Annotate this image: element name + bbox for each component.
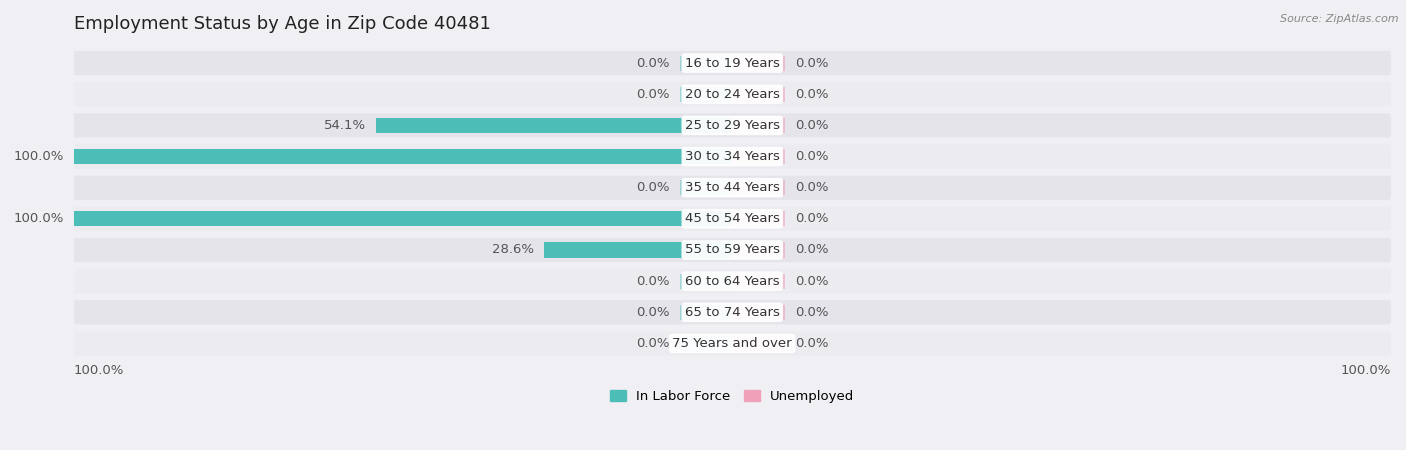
Text: 0.0%: 0.0% [794,337,828,350]
Text: 0.0%: 0.0% [636,57,669,70]
Text: 60 to 64 Years: 60 to 64 Years [685,274,779,288]
FancyBboxPatch shape [73,144,1391,169]
FancyBboxPatch shape [73,82,1391,106]
Text: 0.0%: 0.0% [794,274,828,288]
FancyBboxPatch shape [73,176,1391,200]
FancyBboxPatch shape [73,113,1391,138]
Text: 100.0%: 100.0% [13,150,63,163]
Text: 0.0%: 0.0% [794,150,828,163]
Text: 100.0%: 100.0% [73,364,124,377]
Bar [679,180,733,195]
Bar [733,274,785,288]
Bar [375,118,733,133]
Text: 35 to 44 Years: 35 to 44 Years [685,181,780,194]
Text: 65 to 74 Years: 65 to 74 Years [685,306,780,319]
Bar [733,305,785,320]
FancyBboxPatch shape [73,238,1391,262]
Text: 0.0%: 0.0% [794,181,828,194]
Text: 28.6%: 28.6% [492,243,534,256]
Text: 16 to 19 Years: 16 to 19 Years [685,57,780,70]
Text: 0.0%: 0.0% [794,212,828,225]
Text: 0.0%: 0.0% [636,274,669,288]
FancyBboxPatch shape [73,51,1391,75]
Bar [733,336,785,351]
Bar [733,243,785,257]
Bar [733,180,785,195]
Text: 30 to 34 Years: 30 to 34 Years [685,150,780,163]
Text: Source: ZipAtlas.com: Source: ZipAtlas.com [1281,14,1399,23]
Bar [733,149,785,164]
Text: 55 to 59 Years: 55 to 59 Years [685,243,780,256]
FancyBboxPatch shape [73,207,1391,231]
Text: 0.0%: 0.0% [794,243,828,256]
FancyBboxPatch shape [73,269,1391,293]
Bar [733,212,785,226]
Text: 0.0%: 0.0% [636,337,669,350]
Bar [733,87,785,102]
FancyBboxPatch shape [73,331,1391,356]
Text: 54.1%: 54.1% [323,119,366,132]
Text: 20 to 24 Years: 20 to 24 Years [685,88,780,101]
Bar [679,336,733,351]
Text: 0.0%: 0.0% [636,306,669,319]
Text: 0.0%: 0.0% [794,57,828,70]
Text: 45 to 54 Years: 45 to 54 Years [685,212,780,225]
Text: 0.0%: 0.0% [636,88,669,101]
Text: Employment Status by Age in Zip Code 40481: Employment Status by Age in Zip Code 404… [73,15,491,33]
Bar [679,87,733,102]
Text: 0.0%: 0.0% [794,306,828,319]
FancyBboxPatch shape [73,300,1391,324]
Legend: In Labor Force, Unemployed: In Labor Force, Unemployed [605,385,860,409]
Bar [679,305,733,320]
Bar [73,212,733,226]
Text: 0.0%: 0.0% [794,88,828,101]
Text: 100.0%: 100.0% [1341,364,1391,377]
Bar [679,274,733,288]
Text: 100.0%: 100.0% [13,212,63,225]
Bar [73,149,733,164]
Text: 75 Years and over: 75 Years and over [672,337,792,350]
Bar [679,56,733,71]
Text: 0.0%: 0.0% [636,181,669,194]
Bar [544,243,733,257]
Bar [733,118,785,133]
Bar [733,56,785,71]
Text: 25 to 29 Years: 25 to 29 Years [685,119,780,132]
Text: 0.0%: 0.0% [794,119,828,132]
